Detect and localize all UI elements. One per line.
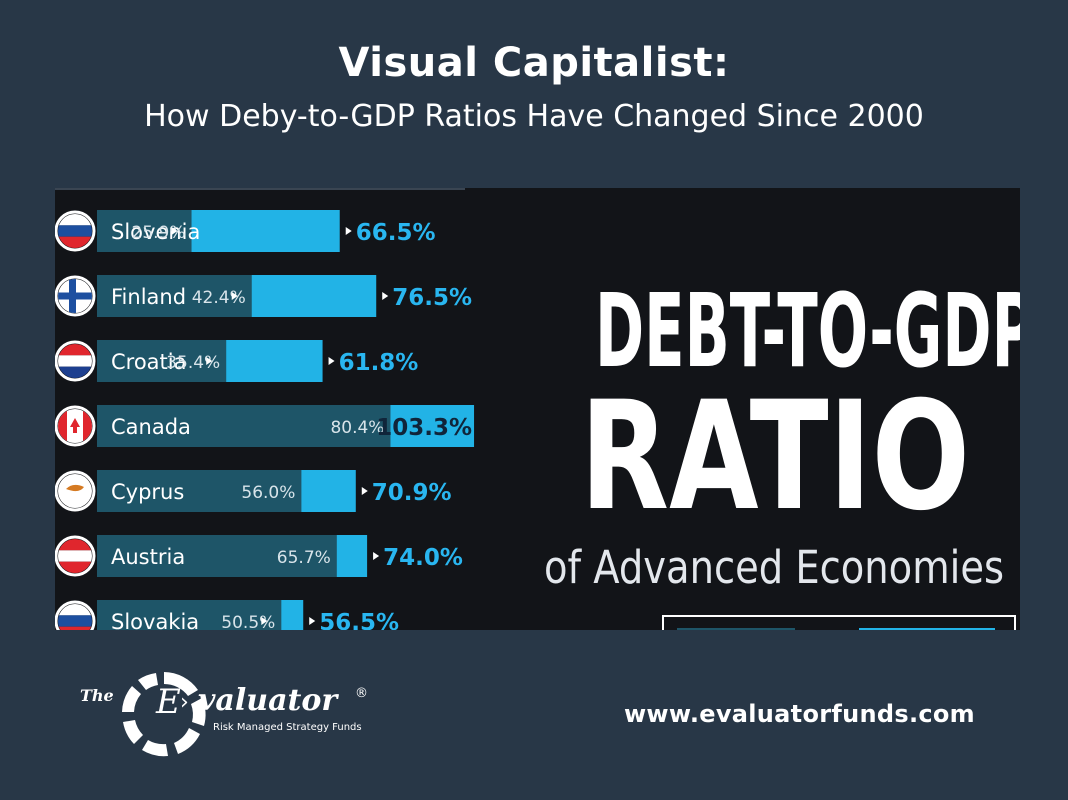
legend-box-hint — [662, 615, 1016, 630]
legend-swatch-current — [859, 628, 995, 630]
bar-row: Austria 65.7% 74.0% — [55, 535, 463, 577]
flag-ring — [55, 275, 96, 317]
cyprus-flag-icon-body — [58, 474, 92, 508]
austria-flag-icon-body — [58, 539, 92, 573]
earlier-value-label: 65.7% — [277, 548, 331, 568]
bar-row: Finland 42.4% 76.5% — [55, 275, 472, 317]
current-value-label: 74.0% — [383, 545, 463, 571]
earlier-marker — [231, 292, 238, 300]
bar-earlier — [97, 405, 391, 447]
flag-stripe — [58, 355, 92, 367]
country-label: Canada — [111, 415, 191, 439]
current-value-label: 56.5% — [319, 610, 399, 630]
country-label: Austria — [111, 545, 185, 569]
bar-earlier — [97, 470, 302, 512]
current-value-label: 76.5% — [392, 285, 472, 311]
earlier-marker — [261, 617, 268, 625]
bar-earlier — [97, 535, 337, 577]
logo-prefix: The — [80, 686, 114, 705]
debt-to-gdp-infographic: Slovenia 25.9% 66.5% Finland 42.4% 76.5% Croat… — [55, 188, 1020, 630]
flag-cross-v — [69, 279, 76, 313]
croatia-flag-icon-body — [58, 344, 92, 378]
logo-ring-icon — [122, 672, 206, 757]
current-value-label: 70.9% — [372, 480, 452, 506]
flag-stripe — [58, 550, 92, 562]
bar-earlier — [97, 275, 252, 317]
slide-subtitle: How Deby-to-GDP Ratios Have Changed Sinc… — [144, 99, 924, 134]
flag-ring — [55, 600, 96, 630]
earlier-value-label: 35.4% — [166, 353, 220, 373]
country-label: Cyprus — [111, 480, 184, 504]
current-value-label: 66.5% — [356, 220, 436, 246]
current-marker — [361, 487, 368, 495]
flag-stripe — [58, 604, 92, 616]
bar-row: Cyprus 56.0% 70.9% — [55, 470, 452, 512]
current-marker — [309, 617, 316, 625]
bar-row: Canada 80.4%103.3% — [55, 405, 475, 447]
legend-swatch-earlier — [677, 628, 795, 630]
legend-frame — [662, 615, 1016, 630]
bar-earlier — [97, 340, 227, 382]
headline-advanced-economies: of Advanced Economies — [544, 541, 1004, 594]
current-value-label: 103.3% — [376, 415, 472, 441]
earlier-marker — [171, 227, 178, 235]
current-value-label: 61.8% — [339, 350, 419, 376]
flag-stripe — [58, 626, 92, 630]
country-label: Finland — [111, 285, 186, 309]
current-marker — [345, 227, 352, 235]
current-marker — [328, 357, 335, 365]
flag-stripe — [58, 615, 92, 627]
headline-debt-to-gdp: DEBT-TO-GDP — [595, 272, 1020, 391]
country-label: Slovenia — [111, 220, 200, 244]
flag-band-right — [83, 409, 92, 443]
bar-row: Slovakia 50.5% 56.5% — [55, 600, 399, 630]
canada-flag-icon-body — [58, 409, 92, 443]
flag-stripe — [58, 225, 92, 237]
logo-name: valuator — [198, 683, 338, 718]
earlier-value-label: 42.4% — [192, 288, 246, 308]
flag-ring — [55, 340, 96, 382]
headline-ratio: RATIO — [580, 370, 970, 544]
flag-stripe — [58, 561, 92, 573]
earlier-value-label: 80.4% — [330, 418, 384, 438]
island-shape — [66, 484, 84, 492]
flag-ring — [55, 405, 96, 447]
evaluator-logo: The E › valuator ® Risk Managed Strategy… — [80, 668, 400, 760]
flag-ring — [55, 535, 96, 577]
earlier-value-label: 25.9% — [132, 223, 186, 243]
website-url[interactable]: www.evaluatorfunds.com — [623, 700, 975, 728]
slovenia-flag-icon-body — [58, 214, 92, 248]
current-marker — [382, 292, 389, 300]
slovakia-flag-icon-body — [58, 604, 92, 630]
flag-stripe — [58, 539, 92, 551]
flag-stripe — [58, 344, 92, 356]
earlier-value-label: 56.0% — [241, 483, 295, 503]
logo-arrow: › — [180, 690, 189, 715]
bar-earlier — [97, 600, 282, 630]
flag-ring — [55, 470, 96, 512]
logo-registered-mark: ® — [355, 686, 368, 701]
earlier-value-label: 50.5% — [221, 613, 275, 630]
maple-leaf — [70, 418, 80, 433]
finland-flag-icon-body — [58, 279, 92, 313]
flag-stripe — [58, 366, 92, 378]
earlier-marker — [206, 357, 213, 365]
country-label: Slovakia — [111, 610, 199, 630]
flag-stripe — [58, 236, 92, 248]
country-label: Croatia — [111, 350, 187, 374]
flag-ring — [55, 210, 96, 252]
logo-letter-e: E — [156, 682, 181, 722]
flag-band-left — [58, 409, 67, 443]
flag-stripe — [58, 214, 92, 226]
headline-group: DEBT-TO-GDP RATIO of Advanced Economies — [544, 272, 1020, 594]
slide-title: Visual Capitalist: — [338, 40, 730, 86]
current-marker — [373, 552, 380, 560]
logo-tagline: Risk Managed Strategy Funds — [213, 722, 362, 733]
